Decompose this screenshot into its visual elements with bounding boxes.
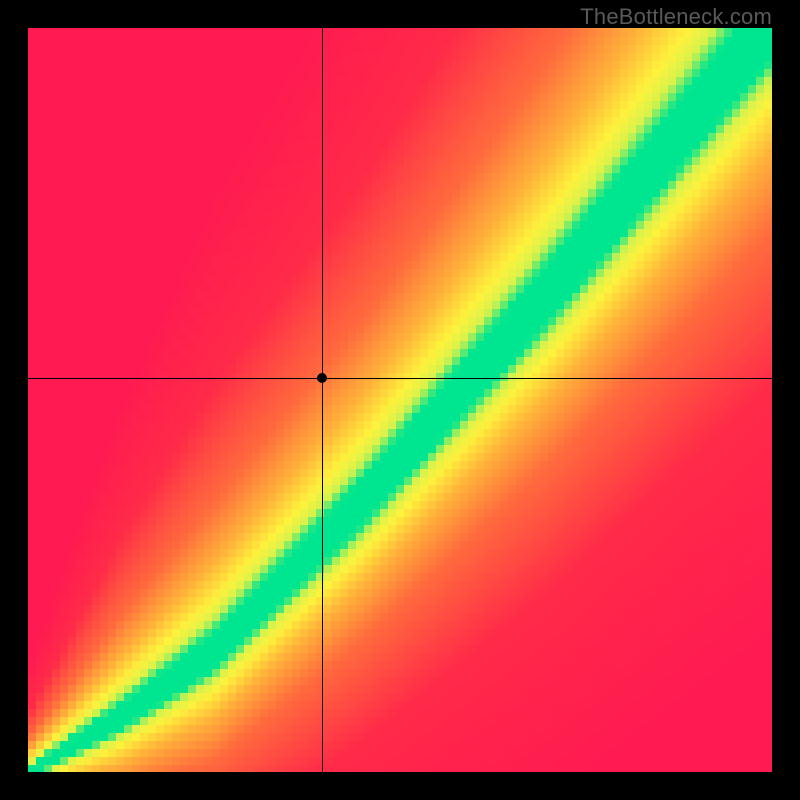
heatmap-container xyxy=(28,28,772,772)
crosshair-marker xyxy=(317,373,327,383)
watermark-text: TheBottleneck.com xyxy=(580,4,772,30)
heatmap-canvas xyxy=(28,28,772,772)
crosshair-vertical xyxy=(322,28,323,772)
chart-root: TheBottleneck.com xyxy=(0,0,800,800)
crosshair-horizontal xyxy=(28,378,772,379)
